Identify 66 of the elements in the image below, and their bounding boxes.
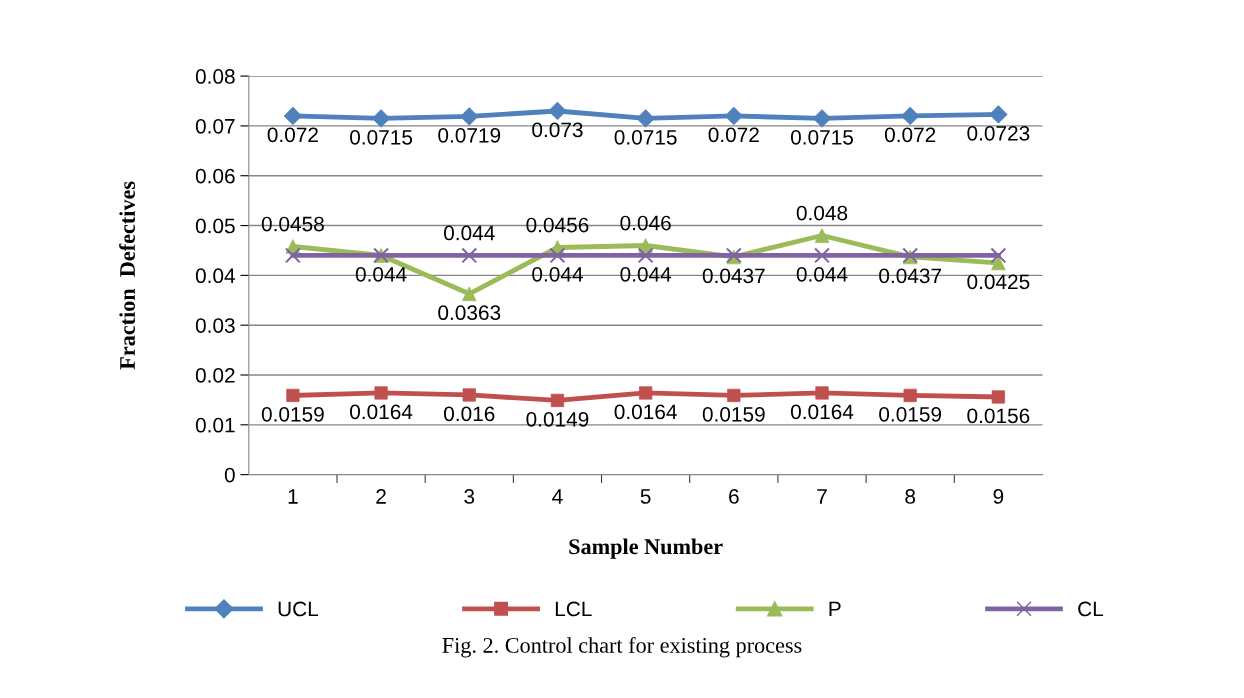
x-tick-label: 9 [993,489,1004,504]
data-label: 0.0159 [879,406,942,422]
y-tick-label: 0.05 [195,218,235,234]
y-tick-label: 0.06 [195,168,235,184]
x-tick-label: 8 [905,489,916,504]
x-tick-label: 6 [729,489,739,504]
x-tick-label: 7 [817,489,827,504]
data-label: 0.0456 [526,217,589,233]
data-label: 0.0437 [702,268,765,284]
legend-label: UCL [278,601,319,617]
data-label: 0.0723 [967,125,1030,141]
x-tick-label: 2 [376,489,386,504]
point [284,247,301,264]
data-label: 0.016 [444,406,495,422]
data-label: 0.044 [620,266,672,282]
data-label: 0.0715 [350,129,413,145]
x-tick-label: 5 [640,489,651,504]
data-label: 0.046 [620,215,671,231]
data-label: 0.0164 [790,404,854,420]
y-axis-title: Fraction Defectives [119,181,135,370]
y-tick-label: 0.04 [195,268,235,284]
point [549,247,566,264]
data-label: 0.072 [884,127,936,143]
data-label: 0.0425 [967,274,1030,290]
x-axis-title: Sample Number [569,538,723,559]
data-label: 0.072 [708,127,759,143]
x-tick-label: 4 [552,489,563,504]
data-label: 0.0715 [614,129,677,145]
data-label: 0.0363 [438,305,501,321]
legend-label: CL [1078,601,1104,617]
y-tick-label: 0.03 [195,318,235,333]
data-label: 0.072 [267,127,318,143]
legend-label: LCL [555,601,592,617]
data-label: 0.048 [796,205,848,221]
data-label: 0.0164 [614,404,677,420]
y-tick-label: 0.07 [195,118,235,134]
data-label: 0.044 [796,266,848,282]
point [461,247,478,264]
data-label: 0.044 [355,266,407,282]
point [639,386,653,400]
point [550,393,565,408]
y-tick-label: 0.02 [195,368,235,383]
data-label: 0.0159 [261,406,324,422]
y-tick-label: 0.01 [195,417,235,433]
x-tick-label: 1 [288,489,298,504]
data-label: 0.0159 [702,406,765,422]
data-label: 0.073 [532,122,583,138]
point [637,247,654,264]
point [461,286,477,302]
data-label: 0.0437 [879,268,942,284]
point [814,247,830,264]
data-label: 0.0719 [438,127,501,143]
point [812,109,832,128]
caption: Fig. 2. Control chart for existing process [442,636,802,658]
y-tick-label: 0.08 [195,69,235,84]
data-label: 0.0149 [526,411,589,427]
x-tick-label: 3 [464,489,475,504]
data-label: 0.0458 [261,216,324,232]
data-label: 0.0715 [790,129,853,145]
point [990,247,1007,264]
data-label: 0.044 [532,266,583,282]
data-label: 0.044 [444,225,495,241]
data-label: 0.0156 [967,408,1030,424]
legend-label: P [829,601,841,617]
data-label: 0.0164 [350,404,413,420]
y-tick-label: 0 [224,467,235,483]
